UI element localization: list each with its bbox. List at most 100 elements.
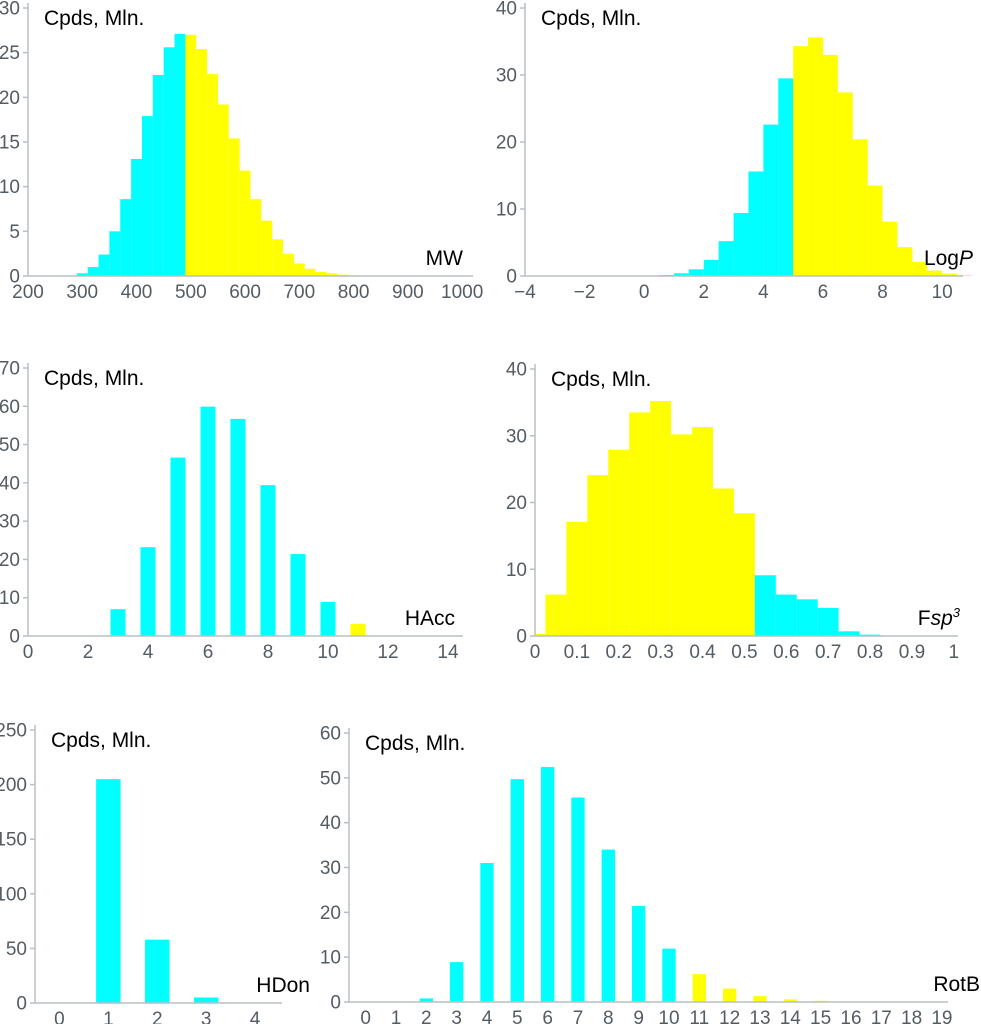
x-tick-label: 1 bbox=[949, 642, 960, 663]
histogram-bar-mw-cyan bbox=[131, 158, 142, 276]
y-axis-title: Cpds, Mln. bbox=[541, 7, 642, 30]
histogram-bar-fsp3-yellow bbox=[608, 449, 630, 636]
x-tick-label: 0 bbox=[360, 1008, 371, 1024]
histogram-bar-logp-yellow bbox=[793, 46, 809, 276]
histogram-bar-fsp3-yellow bbox=[566, 521, 588, 636]
histogram-bar-mw-cyan bbox=[141, 116, 153, 277]
chart-mw: 0 5 10 15 20 25 30 200 300 400 500 600 700 800 900 1000… bbox=[0, 0, 490, 312]
histogram-bar-mw-cyan bbox=[152, 75, 164, 276]
y-tick-label: 50 bbox=[6, 939, 27, 960]
x-axis-title-part: Log bbox=[923, 247, 959, 270]
y-tick-label: 10 bbox=[0, 177, 20, 198]
x-tick-label: 0.6 bbox=[773, 642, 799, 663]
histogram-bar-logp-cyan bbox=[763, 124, 779, 276]
y-tick-label: 40 bbox=[320, 813, 341, 834]
y-axis-title: Cpds, Mln. bbox=[551, 368, 652, 391]
y-tick-label: 0 bbox=[330, 993, 341, 1014]
histogram-bar-rotb-cyan bbox=[540, 767, 555, 1002]
histogram-bar-logp-cyan bbox=[718, 241, 734, 276]
y-tick-label: 30 bbox=[0, 0, 20, 20]
histogram-bar-fsp3-cyan bbox=[796, 599, 818, 636]
x-tick-label: 7 bbox=[573, 1008, 584, 1024]
y-tick-label: 0 bbox=[506, 267, 517, 288]
y-tick-label: 25 bbox=[0, 43, 20, 64]
histogram-bar-fsp3-yellow bbox=[692, 427, 713, 636]
y-tick-label: 150 bbox=[0, 830, 27, 851]
histogram-bar-rotb-yellow bbox=[753, 996, 767, 1002]
histogram-bar-logp-yellow bbox=[912, 261, 928, 276]
x-tick-label: 800 bbox=[338, 282, 370, 303]
hdon-histogram-plot: 0 50 100 150 200 250 0 1 2 3 4 bbox=[0, 721, 282, 1024]
histogram-bar-mw-yellow bbox=[207, 74, 218, 277]
x-tick-label: 10 bbox=[317, 642, 338, 663]
histogram-bar-fsp3-yellow bbox=[535, 633, 546, 636]
y-tick-label: 60 bbox=[320, 724, 341, 745]
x-tick-label: 6 bbox=[542, 1008, 553, 1024]
histogram-bar-rotb-cyan bbox=[631, 906, 646, 1002]
histogram-bar-logp-cyan bbox=[703, 259, 719, 276]
histogram-bar-hacc-yellow bbox=[350, 623, 366, 636]
histogram-bar-logp-yellow bbox=[882, 221, 898, 276]
histogram-bar-logp-cyan bbox=[748, 171, 764, 276]
y-tick-label: 0 bbox=[9, 267, 20, 288]
chart-fsp3: 0 10 20 30 40 0 0.1 0.2 0.3 0.4 0.5 0.6 0.7 0.8 0.9 1 C… bbox=[490, 345, 981, 675]
x-tick-label: 0.7 bbox=[815, 642, 841, 663]
histogram-bar-logp-yellow bbox=[867, 185, 883, 276]
y-tick-label: 20 bbox=[0, 88, 20, 109]
x-tick-label: 19 bbox=[931, 1008, 952, 1024]
y-tick-label: 0 bbox=[16, 994, 27, 1015]
histogram-bar-rotb-cyan bbox=[480, 863, 494, 1002]
x-tick-label: 15 bbox=[810, 1008, 831, 1024]
y-axis-title: Cpds, Mln. bbox=[51, 729, 152, 752]
x-tick-label: 8 bbox=[603, 1008, 614, 1024]
x-tick-label: 11 bbox=[689, 1008, 709, 1024]
y-tick-label: 10 bbox=[0, 588, 20, 609]
x-tick-label: 0.9 bbox=[899, 642, 925, 663]
y-tick-label: 30 bbox=[320, 858, 341, 879]
x-tick-label: 13 bbox=[749, 1008, 770, 1024]
x-axis-title-part: MW bbox=[425, 247, 463, 270]
histogram-bar-rotb-cyan bbox=[571, 797, 585, 1002]
y-tick-label: 5 bbox=[9, 222, 20, 243]
x-tick-label: 9 bbox=[633, 1008, 644, 1024]
x-tick-label: 2 bbox=[698, 282, 709, 303]
x-tick-label: 4 bbox=[758, 282, 769, 303]
histogram-bar-hdon-cyan bbox=[96, 779, 121, 1003]
x-tick-label: 700 bbox=[283, 282, 315, 303]
y-tick-label: 60 bbox=[0, 397, 20, 418]
y-tick-label: 0 bbox=[9, 627, 20, 648]
histogram-bar-mw-yellow bbox=[315, 271, 327, 276]
histogram-bar-mw-cyan bbox=[174, 33, 186, 277]
histogram-bar-logp-yellow bbox=[822, 54, 838, 277]
y-tick-label: 10 bbox=[496, 200, 517, 221]
histogram-bar-mw-yellow bbox=[272, 239, 284, 276]
x-tick-label: 10 bbox=[658, 1008, 679, 1024]
x-tick-label: 5 bbox=[512, 1008, 523, 1024]
y-tick-label: 10 bbox=[506, 560, 527, 581]
y-tick-label: 200 bbox=[0, 775, 27, 796]
x-tick-label: −4 bbox=[514, 282, 536, 303]
x-tick-label: 8 bbox=[877, 282, 888, 303]
x-tick-label: 4 bbox=[250, 1009, 261, 1024]
x-tick-label: 1 bbox=[391, 1008, 402, 1024]
x-tick-label: 0 bbox=[23, 642, 34, 663]
histogram-bar-mw-yellow bbox=[250, 199, 262, 276]
histogram-bar-fsp3-yellow bbox=[671, 434, 693, 636]
histogram-bar-fsp3-yellow bbox=[733, 513, 755, 636]
x-tick-label: 3 bbox=[451, 1008, 462, 1024]
y-tick-label: 100 bbox=[0, 884, 27, 905]
x-tick-label: 14 bbox=[437, 642, 459, 663]
histogram-bar-hacc-cyan bbox=[170, 457, 186, 636]
x-tick-label: 16 bbox=[840, 1008, 861, 1024]
x-axis-title-fsp3: Fsp3 bbox=[918, 605, 960, 634]
histogram-bar-fsp3-cyan bbox=[775, 594, 797, 636]
x-axis-title-logp: LogP bbox=[924, 246, 973, 272]
histogram-bar-hacc-cyan bbox=[290, 554, 306, 636]
x-axis-title-mw: MW bbox=[426, 246, 463, 272]
mw-histogram-plot: 0 5 10 15 20 25 30 200 300 400 500 600 700 800 900 1000 bbox=[0, 0, 483, 303]
x-tick-label: 500 bbox=[175, 282, 207, 303]
y-tick-label: 20 bbox=[320, 903, 341, 924]
histogram-bar-fsp3-yellow bbox=[587, 475, 609, 636]
histogram-bar-mw-cyan bbox=[87, 267, 99, 276]
